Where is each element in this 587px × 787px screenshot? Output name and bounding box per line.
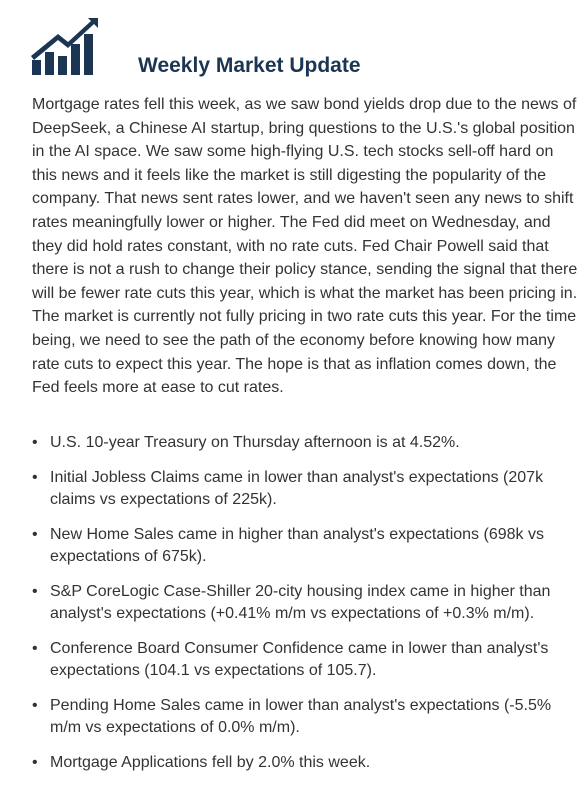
intro-paragraph: Mortgage rates fell this week, as we saw… — [32, 96, 578, 397]
bullet-item: U.S. 10-year Treasury on Thursday aftern… — [32, 432, 572, 454]
bullet-item: Conference Board Consumer Confidence cam… — [32, 638, 572, 682]
newsletter: Weekly Market Update Mortgage rates fell… — [0, 0, 587, 766]
bullet-item: New Home Sales came in higher than analy… — [32, 524, 572, 568]
bullet-item: S&P CoreLogic Case-Shiller 20-city housi… — [32, 581, 572, 625]
chart-icon — [31, 18, 98, 75]
bullet-item: Pending Home Sales came in lower than an… — [32, 695, 572, 739]
bullet-list: U.S. 10-year Treasury on Thursday aftern… — [32, 432, 572, 787]
bullet-item: Initial Jobless Claims came in lower tha… — [32, 467, 572, 511]
title: Weekly Market Update — [138, 54, 361, 77]
bullet-item: Mortgage Applications fell by 2.0% this … — [32, 752, 572, 774]
